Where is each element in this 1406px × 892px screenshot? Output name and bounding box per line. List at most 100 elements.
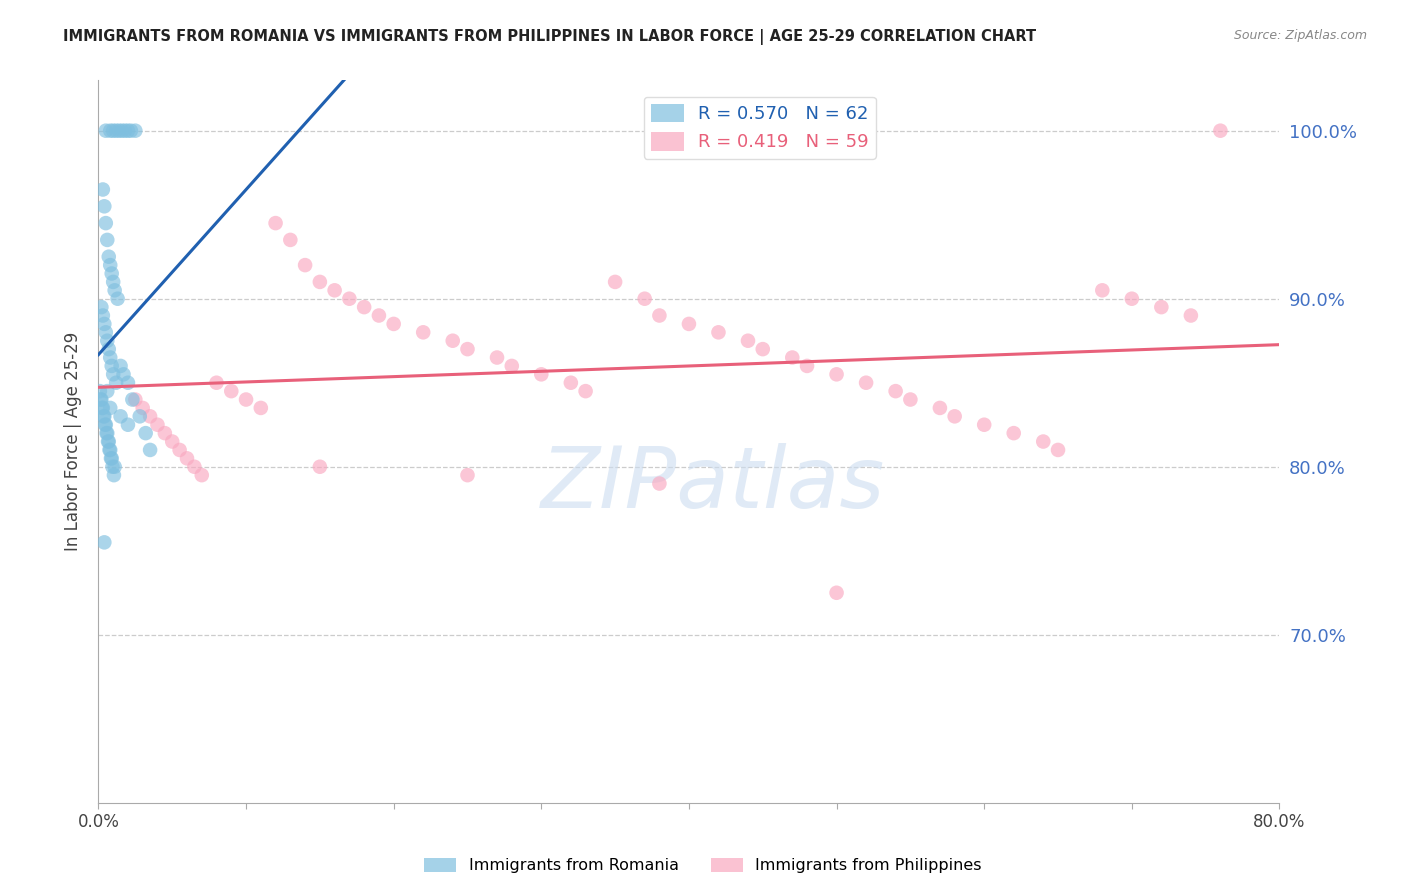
Point — [104, 283, 127, 297]
Point — [94, 216, 117, 230]
Point — [162, 434, 183, 449]
Point — [132, 401, 155, 415]
Point — [501, 359, 523, 373]
Point — [117, 124, 139, 138]
Point — [929, 401, 952, 415]
Point — [707, 326, 730, 340]
Point — [457, 342, 479, 356]
Point — [486, 351, 509, 365]
Point — [294, 258, 316, 272]
Point — [339, 292, 361, 306]
Point — [108, 124, 131, 138]
Point — [530, 368, 553, 382]
Point — [1150, 300, 1173, 314]
Point — [457, 468, 479, 483]
Point — [103, 124, 125, 138]
Point — [117, 417, 139, 432]
Point — [94, 417, 117, 432]
Point — [107, 292, 129, 306]
Point — [97, 434, 120, 449]
Point — [98, 442, 121, 457]
Point — [91, 401, 114, 415]
Point — [280, 233, 302, 247]
Point — [97, 250, 120, 264]
Point — [146, 417, 169, 432]
Point — [128, 409, 150, 424]
Point — [91, 401, 114, 415]
Point — [96, 384, 118, 398]
Point — [752, 342, 775, 356]
Point — [110, 409, 132, 424]
Point — [93, 317, 115, 331]
Point — [98, 401, 121, 415]
Point — [353, 300, 375, 314]
Text: IMMIGRANTS FROM ROMANIA VS IMMIGRANTS FROM PHILIPPINES IN LABOR FORCE | AGE 25-2: IMMIGRANTS FROM ROMANIA VS IMMIGRANTS FR… — [63, 29, 1036, 45]
Point — [412, 326, 434, 340]
Point — [96, 233, 118, 247]
Point — [124, 392, 146, 407]
Point — [91, 309, 114, 323]
Point — [825, 586, 848, 600]
Point — [678, 317, 700, 331]
Point — [97, 342, 120, 356]
Point — [94, 124, 117, 138]
Point — [648, 309, 671, 323]
Point — [91, 182, 114, 196]
Point — [943, 409, 966, 424]
Point — [855, 376, 877, 390]
Point — [250, 401, 273, 415]
Point — [1032, 434, 1054, 449]
Point — [153, 426, 176, 441]
Point — [1180, 309, 1202, 323]
Point — [264, 216, 287, 230]
Point — [110, 359, 132, 373]
Point — [221, 384, 243, 398]
Point — [105, 124, 128, 138]
Point — [191, 468, 214, 483]
Point — [1121, 292, 1143, 306]
Point — [104, 459, 127, 474]
Point — [1002, 426, 1025, 441]
Point — [100, 451, 122, 466]
Point — [368, 309, 391, 323]
Point — [139, 409, 162, 424]
Point — [900, 392, 922, 407]
Point — [103, 468, 125, 483]
Point — [135, 426, 157, 441]
Point — [100, 267, 122, 281]
Point — [183, 459, 205, 474]
Point — [884, 384, 907, 398]
Point — [235, 392, 257, 407]
Point — [575, 384, 598, 398]
Point — [98, 124, 121, 138]
Point — [309, 275, 332, 289]
Text: ZIPatlas: ZIPatlas — [540, 443, 884, 526]
Point — [90, 392, 112, 407]
Point — [105, 376, 128, 390]
Point — [100, 359, 122, 373]
Point — [93, 409, 115, 424]
Point — [94, 326, 117, 340]
Point — [205, 376, 228, 390]
Point — [90, 300, 112, 314]
Point — [648, 476, 671, 491]
Point — [96, 334, 118, 348]
Y-axis label: In Labor Force | Age 25-29: In Labor Force | Age 25-29 — [63, 332, 82, 551]
Point — [441, 334, 464, 348]
Point — [98, 258, 121, 272]
Point — [825, 368, 848, 382]
Point — [96, 426, 118, 441]
Point — [114, 124, 136, 138]
Point — [121, 392, 143, 407]
Point — [973, 417, 995, 432]
Point — [93, 199, 115, 213]
Point — [605, 275, 627, 289]
Point — [737, 334, 759, 348]
Point — [100, 451, 122, 466]
Point — [120, 124, 142, 138]
Point — [382, 317, 405, 331]
Point — [796, 359, 818, 373]
Point — [98, 442, 121, 457]
Point — [98, 351, 121, 365]
Point — [94, 417, 117, 432]
